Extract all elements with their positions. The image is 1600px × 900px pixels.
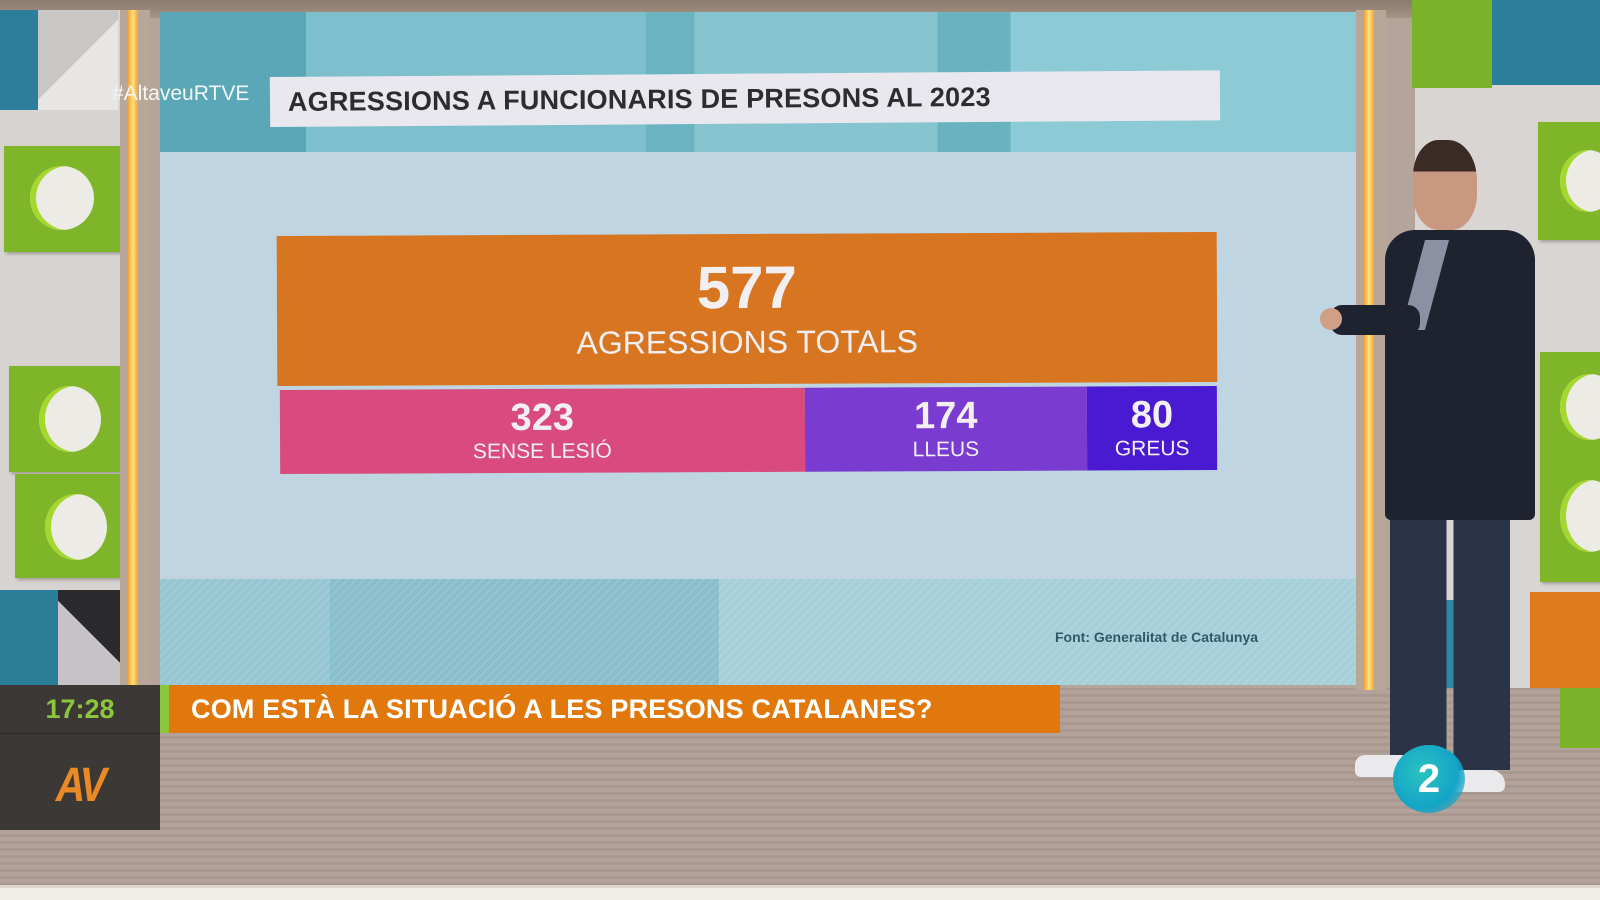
segment-value: 80	[1130, 393, 1174, 436]
video-wall-bottom-band	[160, 579, 1375, 685]
green-cube-decor	[1538, 122, 1600, 240]
panel-divider	[0, 733, 160, 734]
segment-sense-lesio: 323 SENSE LESIÓ	[279, 387, 805, 475]
segment-value: 323	[510, 396, 575, 439]
presenter-hand	[1320, 308, 1342, 330]
set-panel-blue	[0, 590, 58, 690]
set-panel-blue	[1492, 0, 1600, 85]
total-value: 577	[696, 253, 798, 321]
left-set-wall	[0, 10, 135, 690]
segment-label: SENSE LESIÓ	[472, 439, 612, 463]
segment-label: GREUS	[1114, 436, 1190, 460]
graphic-title-banner: AGRESSIONS A FUNCIONARIS DE PRESONS AL 2…	[269, 70, 1221, 127]
segment-greus: 80 GREUS	[1086, 385, 1218, 471]
set-panel-triangle	[38, 10, 118, 110]
green-cube-decor	[15, 474, 130, 578]
presenter-jacket	[1385, 230, 1535, 520]
clock-panel	[0, 685, 160, 830]
show-logo: AV	[55, 758, 107, 812]
total-bar: 577 AGRESSIONS TOTALS	[276, 231, 1218, 387]
green-cube-decor	[1540, 352, 1600, 582]
floor-edge	[0, 885, 1600, 900]
video-wall: AGRESSIONS A FUNCIONARIS DE PRESONS AL 2…	[160, 12, 1375, 685]
graphic-title: AGRESSIONS A FUNCIONARIS DE PRESONS AL 2…	[287, 81, 991, 117]
presenter-legs	[1390, 510, 1510, 770]
light-pillar-left	[120, 10, 150, 690]
segment-lleus: 174 LLEUS	[804, 386, 1088, 472]
presenter-arm	[1330, 305, 1420, 335]
headline-text: COM ESTÀ LA SITUACIÓ A LES PRESONS CATAL…	[191, 693, 933, 724]
floor-green-panel	[1560, 688, 1600, 748]
segment-value: 174	[913, 394, 978, 437]
set-panel-orange	[1530, 592, 1600, 692]
channel-number: 2	[1417, 756, 1441, 801]
lower-third-headline: COM ESTÀ LA SITUACIÓ A LES PRESONS CATAL…	[160, 685, 1060, 733]
green-cube-decor	[4, 146, 122, 252]
green-cube-decor	[9, 366, 127, 472]
presenter	[1320, 140, 1545, 820]
source-caption: Font: Generalitat de Catalunya	[1055, 629, 1259, 645]
presenter-head	[1413, 140, 1477, 230]
channel-2-logo-icon: 2	[1393, 745, 1465, 813]
segment-label: LLEUS	[912, 437, 980, 461]
set-panel-green	[1412, 0, 1492, 88]
light-pillar-right	[1356, 10, 1386, 690]
hashtag-label: #AltaveuRTVE	[112, 82, 250, 105]
total-label: AGRESSIONS TOTALS	[576, 322, 918, 361]
clock-time: 17:28	[45, 693, 115, 724]
set-panel-blue	[0, 10, 38, 110]
breakdown-bar: 323 SENSE LESIÓ 174 LLEUS 80 GREUS	[279, 385, 1218, 475]
